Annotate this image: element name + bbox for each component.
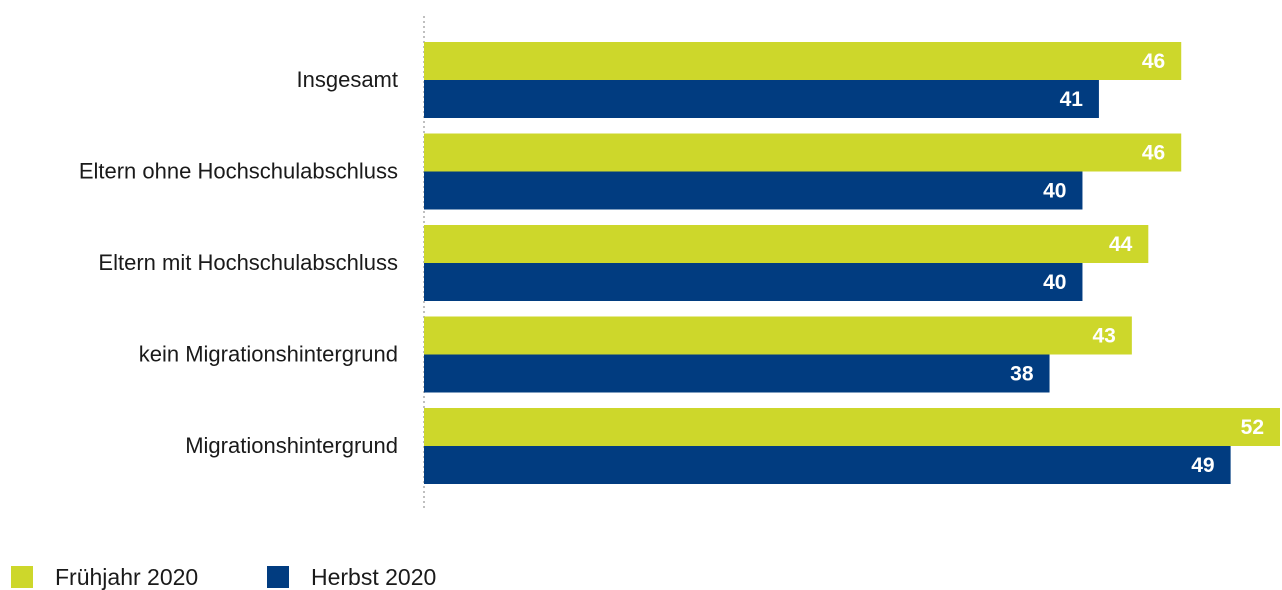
- bars-layer: [424, 42, 1280, 484]
- category-labels: Insgesamt Eltern ohne Hochschulabschluss E…: [79, 67, 398, 458]
- data-label-herbst-2020-insgesamt: 41: [1060, 88, 1084, 111]
- data-label-herbst-2020-eltern-ohne-hochschulabschluss: 40: [1043, 180, 1066, 203]
- data-label-fruehjahr-2020-kein-migrationshintergrund: 43: [1092, 325, 1115, 348]
- bar-fruehjahr-2020-migrationshintergrund: [424, 408, 1280, 446]
- data-label-herbst-2020-migrationshintergrund: 49: [1191, 454, 1214, 477]
- category-label-migrationshintergrund: Migrationshintergrund: [185, 433, 398, 458]
- bar-herbst-2020-migrationshintergrund: [424, 446, 1231, 484]
- data-label-fruehjahr-2020-migrationshintergrund: 52: [1241, 416, 1264, 439]
- category-label-eltern-ohne-hochschulabschluss: Eltern ohne Hochschulabschluss: [79, 159, 398, 184]
- bar-fruehjahr-2020-eltern-mit-hochschulabschluss: [424, 225, 1149, 263]
- data-labels: 46 41 46 40 44 40 43 38 52 49: [1010, 50, 1264, 477]
- legend-label-fruehjahr-2020: Frühjahr 2020: [55, 564, 198, 590]
- bar-herbst-2020-eltern-mit-hochschulabschluss: [424, 263, 1083, 301]
- category-label-eltern-mit-hochschulabschluss: Eltern mit Hochschulabschluss: [98, 250, 398, 275]
- bar-herbst-2020-insgesamt: [424, 80, 1099, 118]
- legend-label-herbst-2020: Herbst 2020: [311, 564, 436, 590]
- legend-swatch-herbst-2020: [267, 566, 289, 588]
- data-label-herbst-2020-kein-migrationshintergrund: 38: [1010, 363, 1034, 386]
- data-label-herbst-2020-eltern-mit-hochschulabschluss: 40: [1043, 271, 1066, 294]
- bar-fruehjahr-2020-kein-migrationshintergrund: [424, 316, 1132, 355]
- legend: Frühjahr 2020 Herbst 2020: [11, 564, 436, 590]
- category-label-insgesamt: Insgesamt: [297, 67, 399, 92]
- data-label-fruehjahr-2020-eltern-mit-hochschulabschluss: 44: [1109, 233, 1133, 256]
- bar-fruehjahr-2020-eltern-ohne-hochschulabschluss: [424, 133, 1182, 172]
- data-label-fruehjahr-2020-eltern-ohne-hochschulabschluss: 46: [1142, 142, 1165, 165]
- bar-herbst-2020-eltern-ohne-hochschulabschluss: [424, 171, 1083, 210]
- bar-herbst-2020-kein-migrationshintergrund: [424, 354, 1050, 393]
- data-label-fruehjahr-2020-insgesamt: 46: [1142, 50, 1165, 73]
- category-label-kein-migrationshintergrund: kein Migrationshintergrund: [139, 342, 398, 367]
- bar-fruehjahr-2020-insgesamt: [424, 42, 1182, 80]
- legend-swatch-fruehjahr-2020: [11, 566, 33, 588]
